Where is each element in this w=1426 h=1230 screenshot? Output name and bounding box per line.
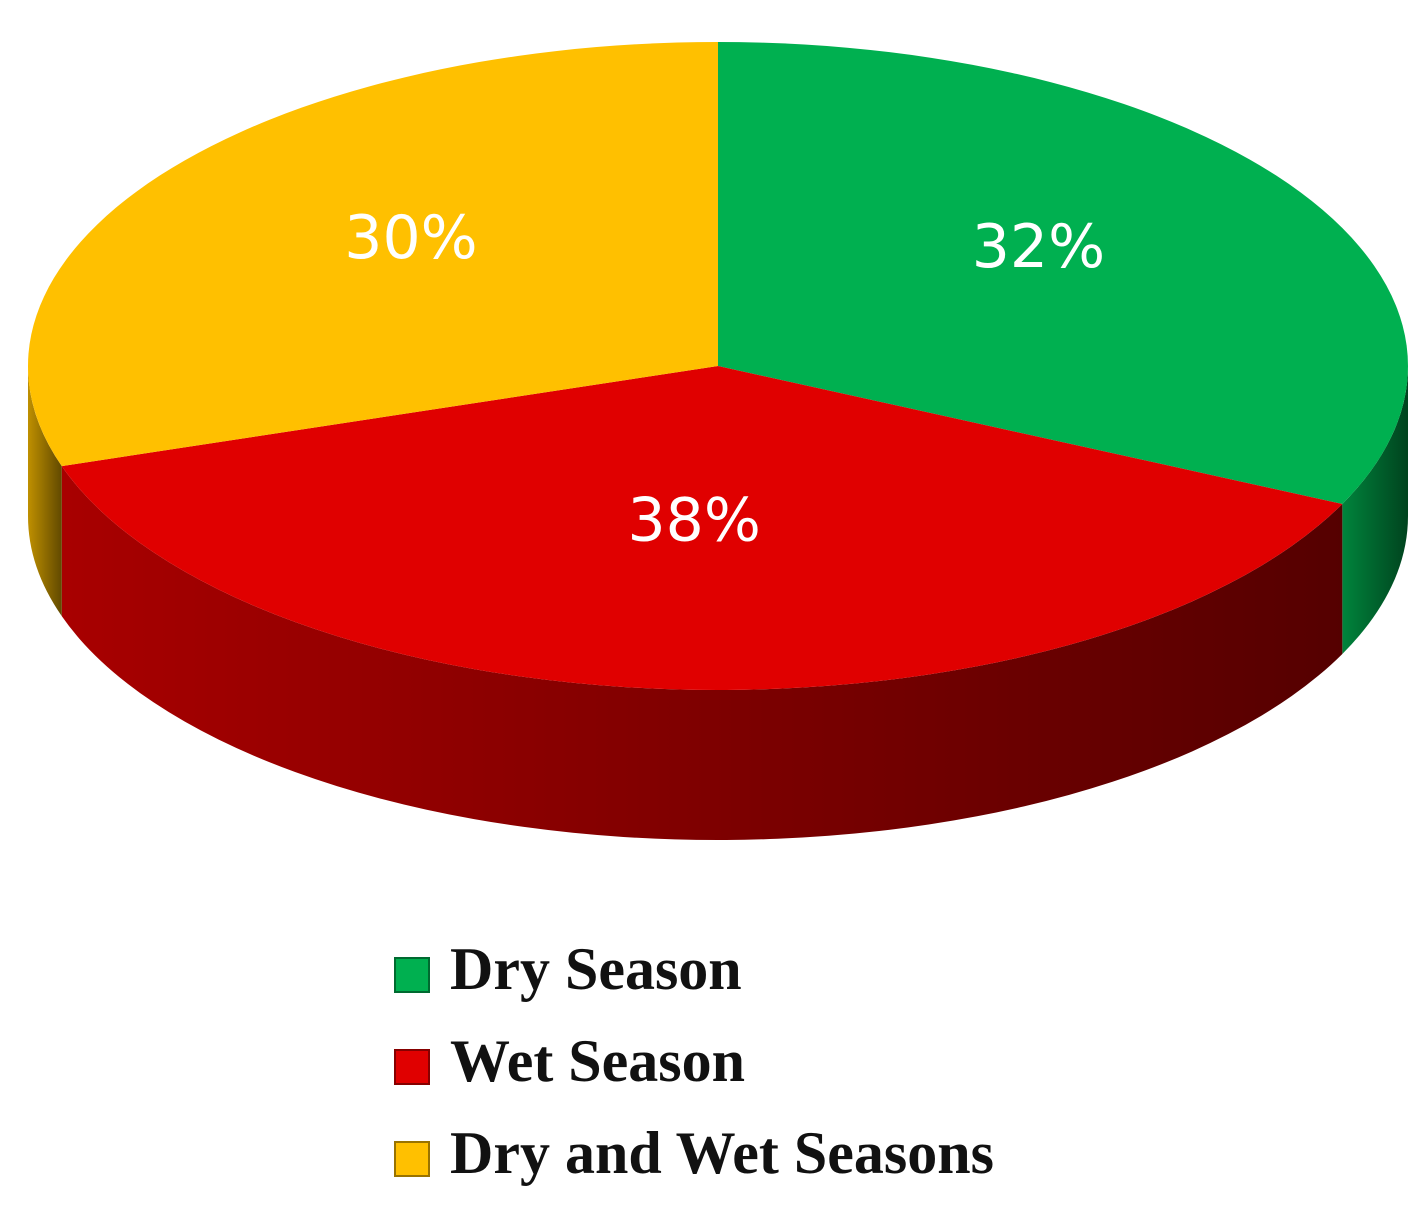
- legend-label: Wet Season: [450, 1028, 745, 1094]
- legend-label: Dry Season: [450, 936, 742, 1002]
- value-label: 30%: [344, 203, 477, 273]
- value-label: 38%: [627, 485, 760, 555]
- slice-side: [28, 366, 62, 617]
- slice: [718, 42, 1408, 504]
- legend-swatch: [394, 1049, 430, 1085]
- legend-label: Dry and Wet Seasons: [450, 1120, 994, 1186]
- slice-side: [1342, 366, 1408, 654]
- legend-swatch: [394, 957, 430, 993]
- slice: [61, 366, 1343, 691]
- value-label: 32%: [972, 212, 1105, 282]
- slice-side: [61, 466, 1343, 841]
- slice: [27, 42, 719, 467]
- legend-swatch: [394, 1141, 430, 1177]
